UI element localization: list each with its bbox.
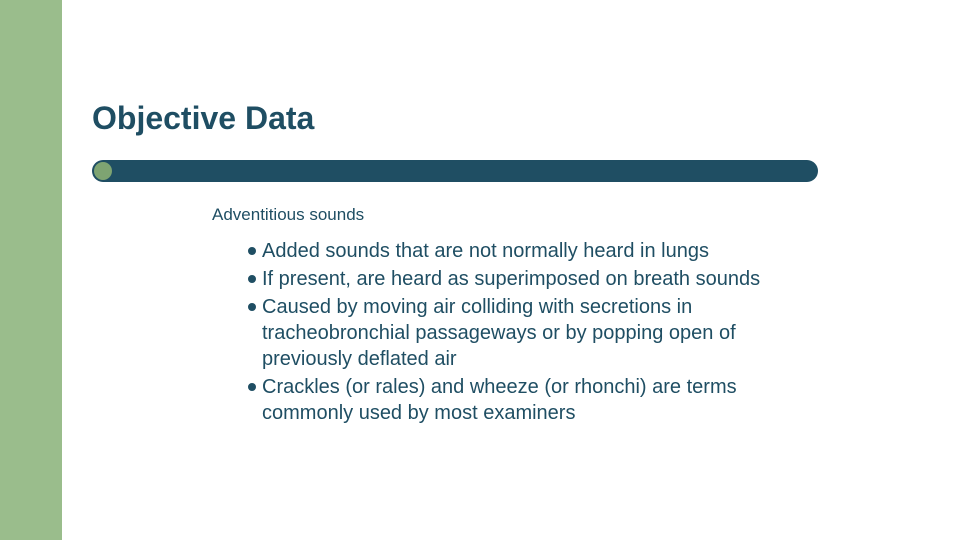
list-item: Caused by moving air colliding with secr… — [248, 294, 808, 372]
bullet-text: If present, are heard as superimposed on… — [262, 266, 808, 292]
bullet-text: Caused by moving air colliding with secr… — [262, 294, 808, 372]
sidebar-decoration — [0, 0, 62, 540]
list-item: Added sounds that are not normally heard… — [248, 238, 808, 264]
bullet-icon — [248, 275, 256, 283]
bullet-icon — [248, 247, 256, 255]
title-underline — [92, 160, 818, 182]
slide-title: Objective Data — [92, 100, 314, 137]
subheading: Adventitious sounds — [212, 205, 364, 225]
bullet-icon — [248, 383, 256, 391]
bullet-list: Added sounds that are not normally heard… — [248, 238, 808, 428]
underline-dot-icon — [94, 162, 112, 180]
list-item: Crackles (or rales) and wheeze (or rhonc… — [248, 374, 808, 426]
bullet-text: Added sounds that are not normally heard… — [262, 238, 808, 264]
list-item: If present, are heard as superimposed on… — [248, 266, 808, 292]
bullet-text: Crackles (or rales) and wheeze (or rhonc… — [262, 374, 808, 426]
slide: Objective Data Adventitious sounds Added… — [0, 0, 960, 540]
bullet-icon — [248, 303, 256, 311]
